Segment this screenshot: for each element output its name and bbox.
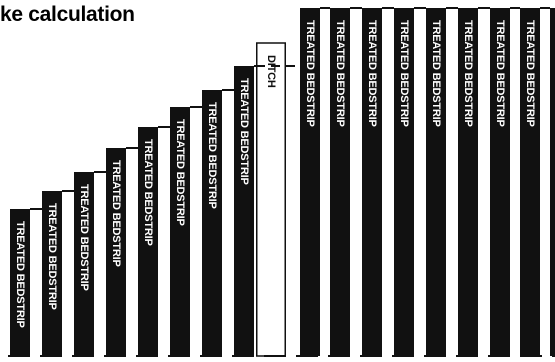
bedstrip-bar	[202, 90, 222, 356]
bedstrip-label: TREATED BEDSTRIP	[494, 20, 506, 127]
treated-bedstrip: TREATED BEDSTRIP	[202, 89, 234, 356]
bedstrip-label: TREATED BEDSTRIP	[524, 20, 536, 127]
treated-bedstrip: TREATED BEDSTRIP	[170, 106, 202, 356]
bedstrip-label: TREATED BEDSTRIP	[398, 20, 410, 127]
bedstrip-bar	[550, 8, 555, 356]
bedstrip-bar	[234, 66, 254, 356]
bedstrip-label: TREATED BEDSTRIP	[304, 20, 316, 127]
treated-bedstrip: TREATED BEDSTRIP	[330, 7, 362, 356]
bedstrip-bar	[394, 8, 414, 356]
treated-bedstrip: TREATED BEDSTRIP	[234, 65, 266, 356]
bedstrip-label: TREATED BEDSTRIP	[238, 78, 250, 185]
bedstrip-label: TREATED BEDSTRIP	[366, 20, 378, 127]
treated-bedstrip: TREATED BEDSTRIP	[42, 190, 74, 356]
treated-bedstrip: TREATED BEDSTRIP	[550, 8, 555, 356]
bedstrip-label: TREATED BEDSTRIP	[430, 20, 442, 127]
treated-bedstrip: TREATED BEDSTRIP	[300, 7, 330, 356]
bedstrip-bar	[490, 8, 510, 356]
treated-bedstrip: TREATED BEDSTRIP	[106, 147, 138, 356]
bedstrip-bar	[10, 209, 30, 356]
treated-bedstrip: TREATED BEDSTRIP	[394, 7, 426, 356]
ditch: DITCH	[256, 42, 296, 357]
ditch-outline	[256, 42, 286, 357]
bedstrip-bar	[42, 191, 62, 356]
treated-bedstrip: TREATED BEDSTRIP	[426, 7, 458, 356]
bedstrip-bar	[138, 127, 158, 356]
bedstrip-bar	[520, 8, 540, 356]
bedstrip-bar	[300, 8, 320, 356]
treated-bedstrip: TREATED BEDSTRIP	[362, 7, 394, 356]
bedstrip-bar	[74, 172, 94, 356]
bedstrip-label: TREATED BEDSTRIP	[174, 119, 186, 226]
diagram-title: ke calculation	[0, 3, 135, 26]
bedstrip-bar	[362, 8, 382, 356]
treated-bedstrip: TREATED BEDSTRIP	[74, 171, 106, 356]
bedstrip-bar	[170, 107, 190, 356]
bedstrip-bar	[330, 8, 350, 356]
bedstrip-label: TREATED BEDSTRIP	[110, 160, 122, 267]
treated-bedstrip: TREATED BEDSTRIP	[10, 208, 42, 356]
bedstrip-label: TREATED BEDSTRIP	[142, 139, 154, 246]
treated-bedstrip: TREATED BEDSTRIP	[520, 7, 550, 356]
bedstrip-label: TREATED BEDSTRIP	[78, 184, 90, 291]
bedstrip-label: TREATED BEDSTRIP	[462, 20, 474, 127]
bedstrip-bar	[426, 8, 446, 356]
treated-bedstrip: TREATED BEDSTRIP	[490, 7, 520, 356]
ditch-label: DITCH	[265, 55, 277, 88]
treated-bedstrip: TREATED BEDSTRIP	[138, 126, 170, 356]
bedstrip-label: TREATED BEDSTRIP	[206, 102, 218, 209]
bedstrip-bar	[106, 148, 126, 356]
treated-bedstrip: TREATED BEDSTRIP	[458, 7, 490, 356]
bedstrip-label: TREATED BEDSTRIP	[334, 20, 346, 127]
bedstrip-label: TREATED BEDSTRIP	[14, 221, 26, 328]
bedstrip-label: TREATED BEDSTRIP	[46, 203, 58, 310]
bedstrip-bar	[458, 8, 478, 356]
